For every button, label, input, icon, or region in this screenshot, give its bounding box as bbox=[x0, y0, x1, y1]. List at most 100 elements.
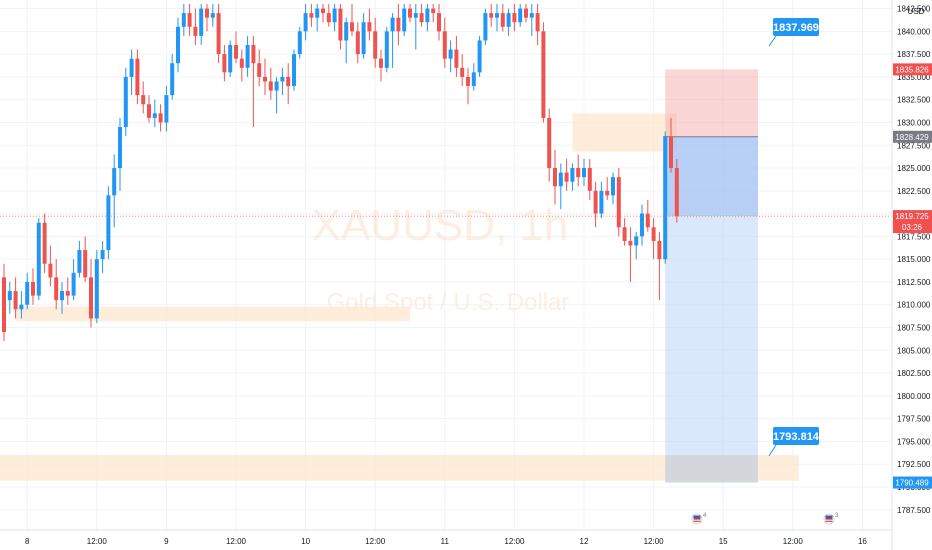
candle bbox=[361, 13, 366, 59]
candle bbox=[448, 40, 453, 73]
y-tick-label: 1840.000 bbox=[897, 27, 931, 36]
x-tick-label: 12:00 bbox=[783, 537, 804, 546]
candle bbox=[564, 158, 569, 191]
candle bbox=[234, 31, 238, 64]
candle bbox=[674, 158, 679, 223]
x-tick-label: 12:00 bbox=[504, 537, 525, 546]
y-axis[interactable]: 1787.5001790.0001792.5001795.0001797.500… bbox=[891, 0, 932, 550]
candle bbox=[379, 49, 383, 82]
candle bbox=[616, 168, 621, 237]
candle bbox=[651, 218, 656, 260]
stop-price-text: 1835.826 bbox=[895, 65, 929, 74]
candle bbox=[419, 4, 424, 27]
y-tick-label: 1842.500 bbox=[897, 5, 931, 14]
candle bbox=[547, 108, 552, 182]
event-icons[interactable]: 4 3 bbox=[691, 513, 839, 525]
candle bbox=[396, 4, 401, 46]
candle bbox=[524, 4, 528, 23]
candle bbox=[529, 4, 534, 36]
current-price-text: 1819.725 bbox=[895, 212, 929, 221]
us-flag-event-icon[interactable]: 4 bbox=[691, 513, 707, 525]
candle bbox=[216, 4, 221, 64]
candle bbox=[373, 17, 378, 68]
candle bbox=[297, 26, 302, 59]
candle bbox=[535, 4, 540, 46]
candles bbox=[2, 4, 679, 342]
candle bbox=[106, 186, 111, 260]
candle bbox=[280, 67, 285, 96]
countdown-text: 03:26 bbox=[902, 223, 923, 232]
x-tick-label: 11 bbox=[441, 537, 450, 546]
candle bbox=[89, 259, 93, 328]
position-tool[interactable] bbox=[665, 69, 758, 483]
candle bbox=[622, 218, 627, 246]
candle bbox=[147, 95, 151, 123]
callouts[interactable]: 1837.969 1793.814 bbox=[768, 18, 820, 457]
y-tick-label: 1810.000 bbox=[897, 301, 931, 310]
svg-text:4: 4 bbox=[703, 513, 707, 519]
candle bbox=[263, 58, 267, 96]
y-tick-label: 1797.500 bbox=[897, 415, 931, 424]
candle bbox=[141, 81, 146, 114]
y-tick-label: 1807.500 bbox=[897, 324, 931, 333]
candle bbox=[431, 4, 436, 23]
candle bbox=[245, 35, 250, 77]
candle bbox=[158, 104, 163, 132]
candle bbox=[187, 4, 192, 36]
x-tick-label: 12:00 bbox=[365, 537, 386, 546]
candle bbox=[303, 4, 308, 41]
stop-price-label: 1835.826 bbox=[893, 63, 932, 76]
candle bbox=[454, 35, 459, 77]
candle bbox=[83, 236, 88, 282]
current-price-label: 1819.725 03:26 bbox=[893, 210, 932, 234]
svg-text:3: 3 bbox=[835, 513, 839, 519]
stop-zone[interactable] bbox=[665, 69, 758, 137]
y-tick-label: 1787.500 bbox=[897, 506, 931, 515]
candle bbox=[31, 268, 35, 305]
candle bbox=[605, 177, 610, 200]
x-tick-label: 12:00 bbox=[644, 537, 665, 546]
x-axis[interactable]: 8 12:00 9 12:00 10 12:00 11 12:00 12 12:00 15 12:00… bbox=[0, 529, 892, 546]
callout-lower[interactable]: 1793.814 bbox=[768, 427, 820, 457]
y-tick-label: 1800.000 bbox=[897, 392, 931, 401]
x-tick-label: 8 bbox=[25, 537, 30, 546]
y-tick-label: 1825.000 bbox=[897, 164, 931, 173]
candle bbox=[210, 4, 215, 27]
candle bbox=[611, 172, 615, 205]
candle bbox=[239, 49, 244, 82]
price-labels: 1835.826 1828.429 1819.725 03:26 1790.48… bbox=[893, 63, 932, 489]
callout-lower-text: 1793.814 bbox=[773, 431, 820, 443]
candle bbox=[222, 45, 227, 82]
candle bbox=[228, 40, 233, 77]
zone-low-left[interactable] bbox=[15, 306, 410, 322]
y-tick-label: 1792.500 bbox=[897, 460, 931, 469]
target-overlap bbox=[665, 455, 758, 483]
zone-right-top[interactable] bbox=[572, 113, 677, 152]
target-price-label: 1790.489 bbox=[893, 476, 932, 489]
y-tick-label: 1805.000 bbox=[897, 346, 931, 355]
target-zone[interactable] bbox=[665, 136, 758, 483]
grid bbox=[0, 0, 892, 530]
candle bbox=[512, 4, 517, 32]
us-flag-event-icon-2[interactable]: 3 bbox=[823, 513, 839, 525]
candle bbox=[2, 263, 6, 342]
y-tick-label: 1837.500 bbox=[897, 50, 931, 59]
candle bbox=[251, 35, 256, 128]
candle bbox=[176, 17, 180, 73]
candle bbox=[460, 54, 465, 87]
x-tick-label: 12:00 bbox=[226, 537, 247, 546]
candle bbox=[355, 22, 360, 64]
candle bbox=[669, 117, 673, 173]
y-tick-label: 1835.000 bbox=[897, 73, 931, 82]
candle bbox=[437, 4, 441, 41]
candle bbox=[181, 4, 186, 36]
candle bbox=[442, 17, 447, 68]
open-pnl-zone bbox=[665, 136, 758, 217]
candle bbox=[321, 4, 325, 23]
callout-upper[interactable]: 1837.969 bbox=[768, 18, 819, 47]
candle bbox=[628, 227, 633, 282]
target-price-text: 1790.489 bbox=[895, 479, 929, 488]
candle bbox=[413, 4, 418, 50]
candle bbox=[495, 4, 499, 32]
